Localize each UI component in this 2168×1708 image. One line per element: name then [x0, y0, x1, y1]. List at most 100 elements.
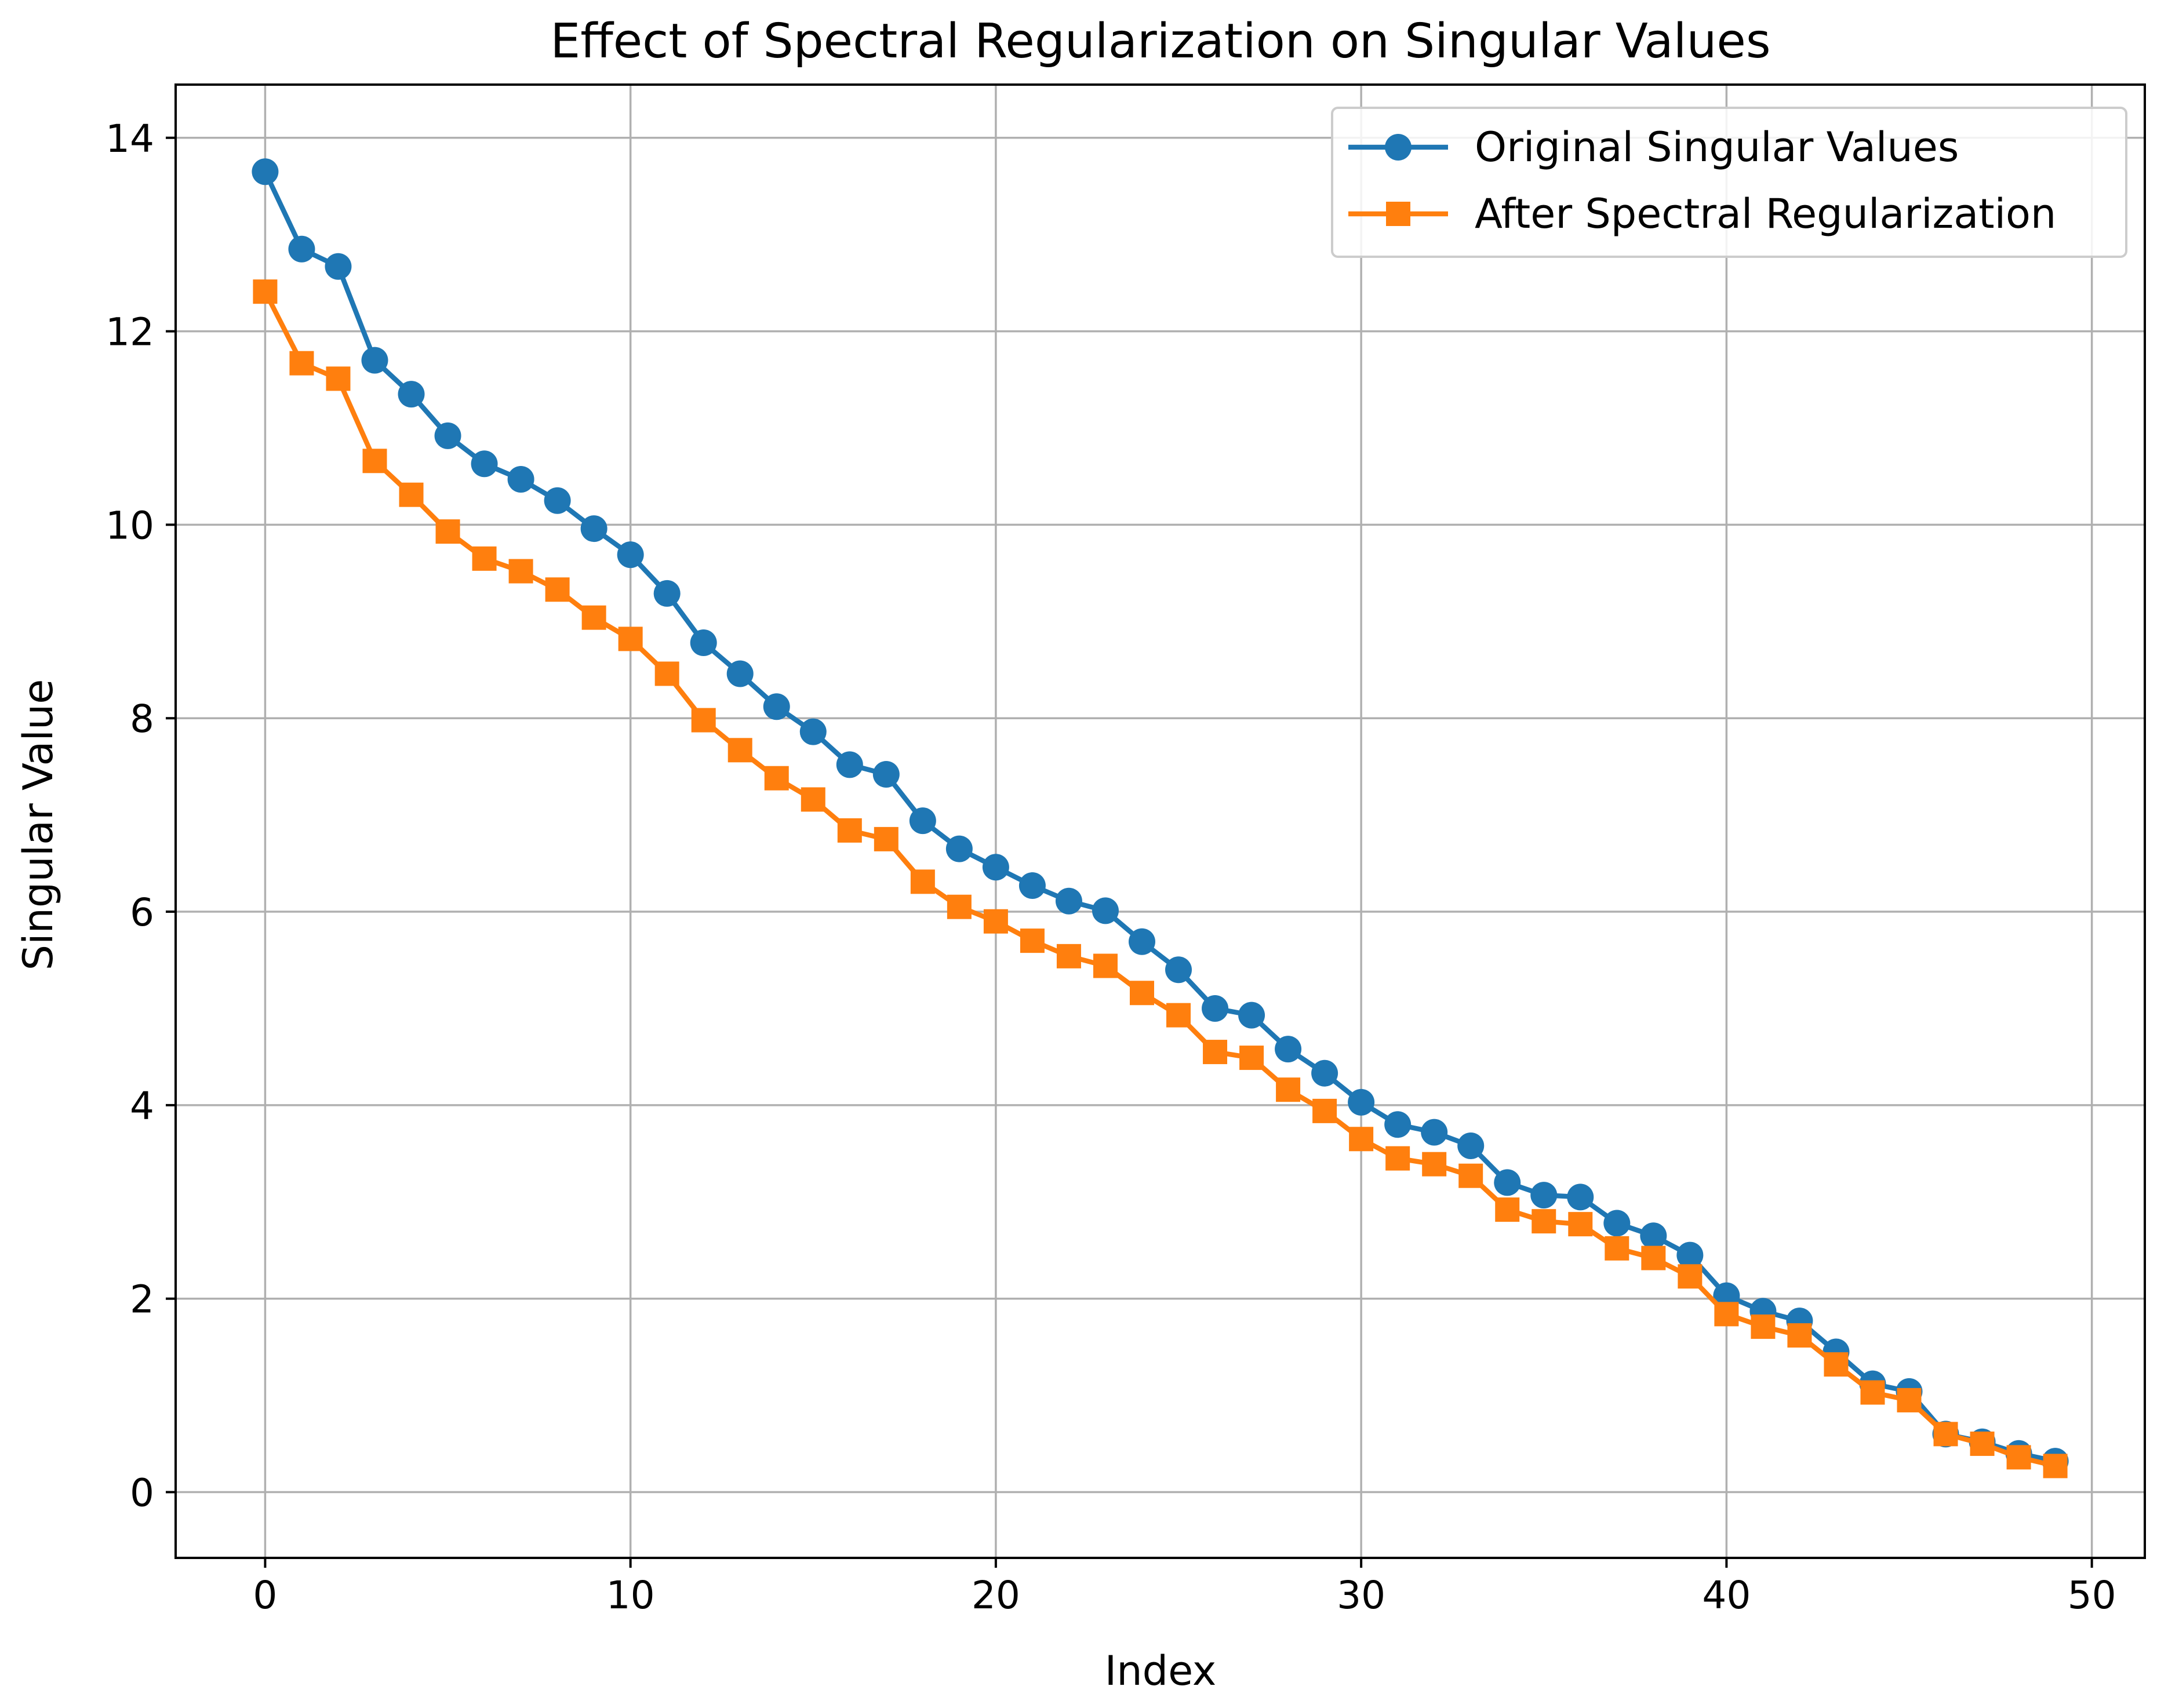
series-layer [252, 158, 2069, 1478]
data-point [1384, 1111, 1412, 1138]
data-point [872, 761, 900, 788]
data-point [507, 465, 534, 493]
data-point [1714, 1302, 1739, 1327]
data-point [1933, 1422, 1958, 1447]
chart-title: Effect of Spectral Regularization on Sin… [550, 14, 1770, 69]
data-point [1641, 1246, 1666, 1270]
data-point [1568, 1212, 1593, 1237]
legend: Original Singular Values After Spectral R… [1331, 107, 2127, 258]
data-point [1348, 1088, 1375, 1116]
data-point [1787, 1323, 1812, 1348]
data-point [874, 826, 899, 851]
x-axis-label: Index [1105, 1647, 1217, 1695]
data-point [362, 449, 387, 474]
data-point [1092, 897, 1119, 924]
y-axis-label: Singular Value [14, 679, 62, 971]
data-point [1311, 1059, 1338, 1087]
data-point [252, 158, 279, 185]
data-point [580, 515, 608, 542]
data-point [1751, 1314, 1776, 1339]
x-tick-label: 20 [972, 1573, 1020, 1618]
legend-label: After Spectral Regularization [1475, 190, 2056, 238]
data-point [398, 381, 425, 408]
data-point [325, 253, 352, 280]
data-point [471, 450, 498, 478]
data-point [2043, 1454, 2068, 1478]
data-point [1603, 1210, 1631, 1237]
axis-labels: Effect of Spectral Regularization on Sin… [14, 14, 1771, 1695]
data-point [799, 718, 827, 745]
x-tick-label: 30 [1337, 1573, 1385, 1618]
data-point [1056, 944, 1081, 968]
data-point [1128, 928, 1155, 955]
data-point [764, 766, 789, 791]
x-tick-label: 40 [1702, 1573, 1751, 1618]
data-point [1165, 956, 1192, 984]
data-point [1640, 1222, 1667, 1250]
data-point [1093, 953, 1118, 978]
data-point [1678, 1264, 1703, 1289]
series-2 [253, 279, 2068, 1478]
data-point [1166, 1003, 1191, 1028]
data-point [1458, 1163, 1483, 1188]
data-point [544, 487, 571, 514]
data-point [1457, 1132, 1485, 1159]
data-point [763, 693, 790, 720]
data-point [691, 708, 716, 733]
x-tick-label: 10 [606, 1573, 655, 1618]
data-point [1312, 1098, 1337, 1123]
data-point [288, 235, 315, 263]
y-tick-label: 0 [130, 1471, 154, 1516]
data-point [472, 546, 497, 571]
data-point [1055, 887, 1082, 915]
data-point [1860, 1380, 1885, 1405]
data-point [690, 629, 717, 657]
data-point [1897, 1387, 1922, 1412]
data-point [1020, 928, 1045, 953]
data-point [1824, 1352, 1849, 1377]
data-point [1532, 1209, 1556, 1234]
y-tick-label: 12 [106, 310, 154, 355]
data-point [508, 559, 533, 584]
data-point [909, 807, 936, 835]
data-point [399, 482, 424, 507]
x-tick-label: 50 [2068, 1573, 2116, 1618]
y-tick-label: 10 [106, 503, 154, 548]
y-tick-label: 2 [130, 1277, 154, 1322]
data-point [727, 738, 752, 763]
data-point [726, 660, 754, 687]
data-point [1276, 1077, 1301, 1102]
data-point [253, 279, 278, 304]
legend-entry-1: Original Singular Values [1348, 123, 1959, 171]
data-point [1530, 1182, 1558, 1209]
legend-box [1331, 107, 2127, 258]
data-point [654, 661, 679, 686]
y-tick-label: 8 [130, 697, 154, 741]
plot-frame [174, 83, 2146, 1559]
data-point [1605, 1236, 1629, 1261]
data-point [434, 422, 461, 449]
y-tick-label: 4 [130, 1084, 154, 1128]
data-point [618, 627, 643, 651]
data-point [837, 818, 862, 843]
data-point [1238, 1002, 1265, 1029]
data-point [1349, 1127, 1374, 1152]
data-point [1385, 1146, 1410, 1171]
legend-marker [1385, 134, 1412, 161]
data-point [1421, 1119, 1448, 1146]
data-point [1018, 872, 1046, 899]
data-point [1129, 981, 1154, 1006]
data-point [1239, 1046, 1264, 1070]
data-point [1275, 1036, 1302, 1063]
y-tick-label: 14 [106, 116, 154, 161]
data-point [361, 347, 388, 374]
axes: 0 10 20 30 40 50 0 2 4 6 8 10 12 14 [106, 83, 2146, 1618]
data-point [1567, 1183, 1594, 1211]
data-point [1422, 1152, 1447, 1177]
data-point [1676, 1241, 1704, 1269]
data-point [617, 541, 644, 569]
y-tick-label: 6 [130, 890, 154, 935]
data-point [1495, 1197, 1520, 1222]
